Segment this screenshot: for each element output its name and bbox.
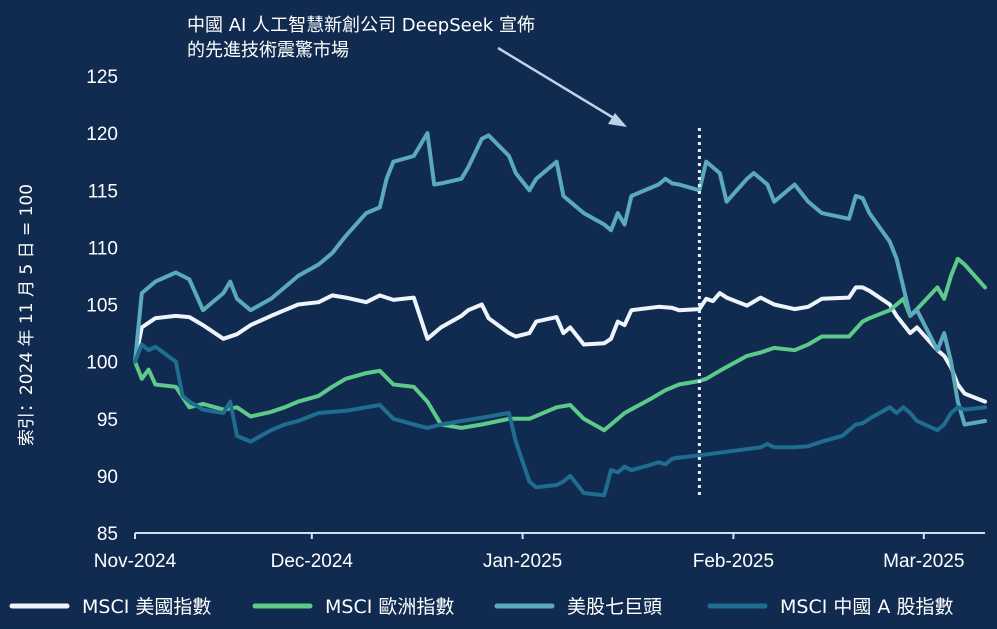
legend-label: MSCI 歐洲指數 [325, 596, 454, 618]
y-tick-label: 105 [86, 296, 118, 317]
y-tick-label: 115 [88, 181, 118, 202]
series-lines [133, 131, 987, 498]
legend-item: MSCI 中國 A 股指數 [707, 596, 953, 618]
series-line-3 [133, 131, 987, 427]
y-axis-label: 索引：2024 年 11 月 5 日 = 100 [17, 184, 37, 446]
y-tick-label: 90 [97, 467, 118, 488]
annotation-arrow-line [497, 46, 618, 122]
annotation-text-line-1: 中國 AI 人工智慧新創公司 DeepSeek 宣佈 [187, 15, 535, 36]
legend-item: MSCI 歐洲指數 [252, 596, 454, 618]
x-tick-label: Jan-2025 [483, 551, 562, 572]
annotation-arrow-head [608, 113, 627, 127]
series-line-1 [133, 285, 987, 404]
legend-item: MSCI 美國指數 [9, 596, 211, 618]
legend-label: MSCI 中國 A 股指數 [780, 596, 953, 618]
y-tick-label: 95 [97, 410, 118, 431]
x-tick-label: Nov-2024 [94, 551, 177, 572]
x-axis-ticks: Nov-2024 Dec-2024 Jan-2025 Feb-2025 Mar-2025 [94, 533, 964, 572]
x-tick-label: Mar-2025 [883, 551, 964, 572]
y-tick-label: 110 [88, 238, 118, 259]
y-tick-label: 85 [97, 524, 118, 545]
y-tick-label: 120 [86, 124, 118, 145]
x-tick-label: Dec-2024 [271, 551, 354, 572]
legend-label: 美股七巨頭 [567, 596, 662, 618]
y-tick-label: 100 [86, 353, 118, 374]
series-line-4 [133, 342, 987, 498]
legend-item: 美股七巨頭 [494, 596, 662, 618]
y-tick-label: 125 [86, 67, 118, 88]
series-line-2 [133, 256, 987, 433]
annotation-text-line-2: 的先進技術震驚市場 [187, 40, 349, 61]
y-axis-ticks: 125 120 115 110 105 100 95 90 85 [86, 67, 118, 545]
x-tick-label: Feb-2025 [693, 551, 774, 572]
annotation: 中國 AI 人工智慧新創公司 DeepSeek 宣佈 的先進技術震驚市場 [187, 15, 701, 498]
legend: MSCI 美國指數 MSCI 歐洲指數 美股七巨頭 MSCI 中國 A 股指數 [9, 596, 953, 618]
legend-label: MSCI 美國指數 [82, 596, 211, 618]
